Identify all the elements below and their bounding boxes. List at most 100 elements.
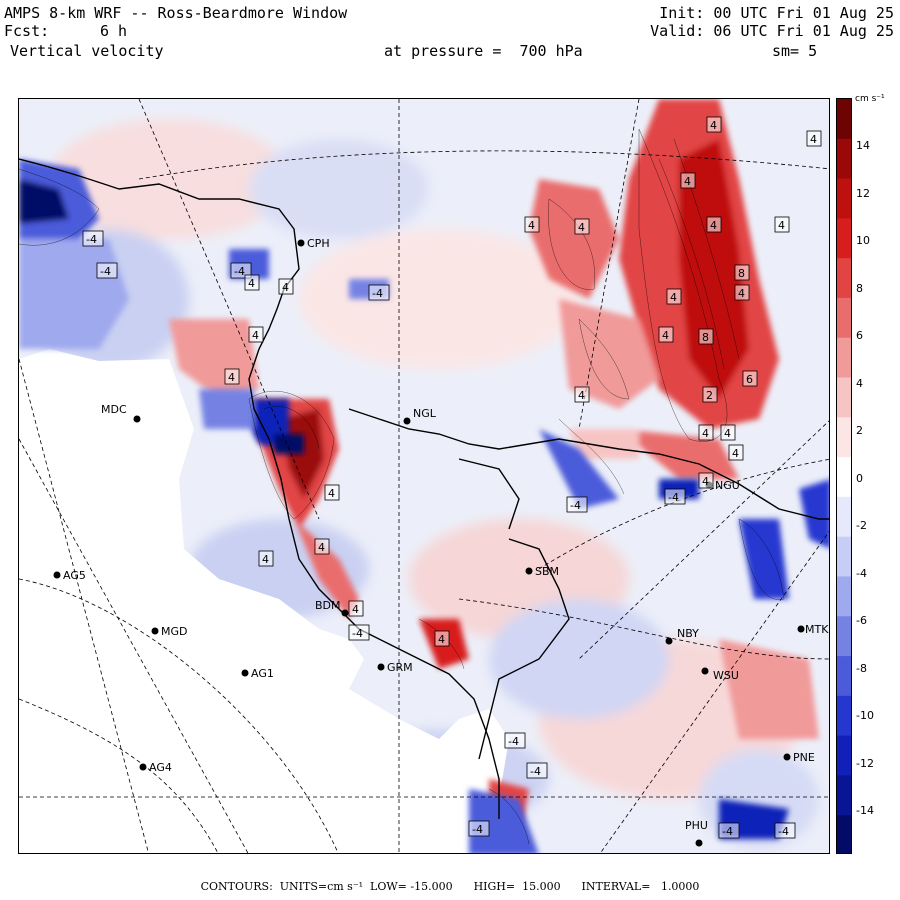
contour-label-box <box>706 116 722 133</box>
contour-label-box <box>664 488 686 505</box>
contour-label-text: -4 <box>372 287 383 300</box>
station-label-mdc: MDC <box>101 403 127 416</box>
contour-label-text: 4 <box>710 219 717 232</box>
map-title: AMPS 8-km WRF -- Ross-Beardmore Window <box>4 4 348 22</box>
station-label-ag1: AG1 <box>251 667 274 680</box>
contour-label-box <box>524 216 540 233</box>
station-label-mgd: MGD <box>161 625 188 638</box>
colorbar-swatch <box>837 337 851 379</box>
contour-label-text: 4 <box>702 427 709 440</box>
contour-label-text: 4 <box>778 219 785 232</box>
contour-label-box <box>96 262 118 279</box>
contour-label-text: 4 <box>578 389 585 402</box>
contour-label-text: 4 <box>810 133 817 146</box>
contour-label-text: -4 <box>778 825 789 838</box>
contour-label-text: -4 <box>722 825 733 838</box>
contour-lines <box>19 128 785 845</box>
station-label-sbm: SBM <box>535 565 559 578</box>
colorbar-tick-label: -12 <box>856 756 874 770</box>
contour-label-text: -4 <box>668 491 679 504</box>
contour-label-box <box>734 284 750 301</box>
contour-label-text: 4 <box>578 221 585 234</box>
contour-label-box <box>666 288 682 305</box>
colorbar-swatch <box>837 99 851 140</box>
station-dot-mtk <box>797 625 805 633</box>
colorbar-swatch <box>837 576 851 617</box>
contour-label-text: 4 <box>282 281 289 294</box>
contour-label-box <box>806 130 822 147</box>
station-dot-mgd <box>151 627 159 635</box>
map-canvas: CPH MDC NGL AG5 MGD AG1 AG4 BDM GRM SBM NBY WSU MTK P… <box>19 99 829 853</box>
contour-label-text: 4 <box>438 633 445 646</box>
contour-label-text: 4 <box>262 553 269 566</box>
contour-label-text: 4 <box>724 427 731 440</box>
station-label-ag5: AG5 <box>63 569 86 582</box>
colorbar-swatch <box>837 775 851 816</box>
colorbar-swatch <box>837 417 851 458</box>
contour-label-text: 4 <box>352 603 359 616</box>
colorbar-swatch <box>837 258 851 299</box>
contour-label-box <box>680 172 696 189</box>
contour-label-box <box>82 230 104 247</box>
colorbar-swatch <box>837 178 851 219</box>
contour-label-box <box>314 538 330 555</box>
colorbar-swatch <box>837 297 851 339</box>
contour-label-text: -4 <box>86 233 97 246</box>
contour-label-text: 4 <box>670 291 677 304</box>
contour-label-box <box>434 630 450 647</box>
contour-label-box <box>348 600 364 617</box>
colorbar-swatch <box>837 616 851 657</box>
field-downdraft-cores <box>19 159 829 853</box>
colorbar-tick-label: -8 <box>856 661 867 675</box>
contour-label-text: 4 <box>252 329 259 342</box>
colorbar <box>836 98 852 854</box>
colorbar-tick-label: 2 <box>856 424 863 437</box>
colorbar-swatch <box>837 695 851 737</box>
contour-label-box <box>526 762 548 779</box>
contour-label-text: 8 <box>702 331 709 344</box>
contour-label-text: 8 <box>738 267 745 280</box>
station-dot-pne <box>783 753 791 761</box>
station-label-phu: PHU <box>685 819 708 832</box>
contour-label-box <box>248 326 264 343</box>
colorbar-tick-label: 4 <box>856 376 863 390</box>
contour-label-box <box>468 820 490 837</box>
station-markers: CPH MDC NGL AG5 MGD AG1 AG4 BDM GRM SBM NBY WSU MTK P… <box>53 237 829 847</box>
contour-label-text: 4 <box>228 371 235 384</box>
contour-label-box <box>658 326 674 343</box>
contour-label-box <box>734 264 750 281</box>
colorbar-tick-label: 8 <box>856 281 863 295</box>
contour-label-box <box>278 278 294 295</box>
colorbar-swatch <box>837 138 851 180</box>
colorbar-unit: cm s⁻¹ <box>855 94 885 104</box>
colorbar-tick-label: -2 <box>856 519 867 532</box>
contour-label-text: 4 <box>732 447 739 460</box>
colorbar-swatches <box>837 99 851 853</box>
contour-label-box <box>702 386 718 403</box>
contour-label-box <box>720 424 736 441</box>
colorbar-tick-label: 12 <box>856 186 870 200</box>
contour-label-box <box>244 274 260 291</box>
colorbar-tick-label: 0 <box>856 471 863 485</box>
colorbar-swatch <box>837 496 851 538</box>
contour-label-box <box>230 262 252 279</box>
station-label-bdm: BDM <box>315 599 341 612</box>
station-dot-sbm <box>525 567 533 575</box>
contour-label-text: 4 <box>702 475 709 488</box>
contour-label-text: 4 <box>248 277 255 290</box>
contour-label-text: 4 <box>528 219 535 232</box>
contour-label-box <box>574 218 590 235</box>
no-data-region <box>19 349 509 853</box>
station-label-pne: PNE <box>793 751 815 764</box>
contour-label-box <box>504 732 526 749</box>
colorbar-tick-label: -14 <box>856 804 874 817</box>
station-dot-ag5 <box>53 571 61 579</box>
contour-label-text: 4 <box>328 487 335 500</box>
vertical-velocity-map: CPH MDC NGL AG5 MGD AG1 AG4 BDM GRM SBM NBY WSU MTK P… <box>18 98 830 854</box>
colorbar-swatch <box>837 536 851 577</box>
colorbar-tick-label: 6 <box>856 329 863 342</box>
colorbar-tick-label: 14 <box>856 139 870 152</box>
station-label-mtk: MTK <box>805 623 829 636</box>
contour-label-box <box>698 328 714 345</box>
